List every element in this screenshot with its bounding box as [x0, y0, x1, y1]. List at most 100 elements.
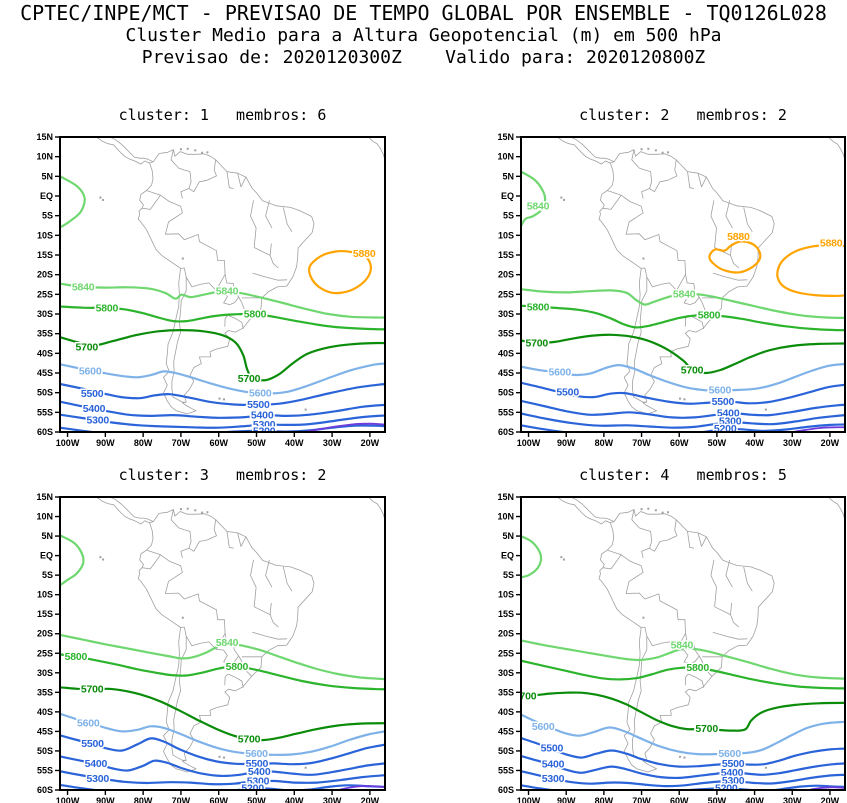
contour-label-5300: 5300 [542, 773, 565, 785]
y-tick-label: 25S [498, 289, 514, 299]
y-tick-label: EQ [501, 551, 514, 561]
contour-label-5600: 5600 [249, 388, 272, 400]
x-tick-label: 50W [247, 438, 266, 448]
panel-cluster-4: 5840580057005700560056005500550054005400… [497, 492, 846, 803]
contour-label-5880: 5880 [353, 248, 376, 260]
y-tick-label: EQ [40, 191, 53, 201]
y-tick-label: 30S [498, 309, 514, 319]
contour-labels: 5840580057005700560056005500550054005400… [521, 638, 746, 795]
y-tick-label: 55S [498, 407, 514, 417]
contour-label-5500: 5500 [556, 386, 579, 398]
x-tick-label: 30W [323, 796, 342, 803]
basemap-coastlines [557, 137, 845, 415]
axes: 100W 90W 80W 70W 60W 50W 40W 30W 20W 15N 10N 5N EQ 5S… [497, 132, 839, 448]
contour-5400 [521, 754, 845, 780]
y-tick-label: 35S [37, 687, 53, 697]
y-tick-label: 15N [36, 132, 53, 142]
y-tick-label: 15S [37, 609, 53, 619]
contour-5600 [60, 712, 385, 756]
y-tick-label: EQ [40, 551, 53, 561]
contour-5300 [521, 412, 845, 429]
x-tick-label: 80W [595, 796, 614, 803]
contour-label-5500: 5500 [246, 758, 269, 770]
contour-label-5840: 5840 [216, 637, 239, 649]
contour-5800 [60, 305, 385, 331]
x-tick-label: 90W [557, 796, 576, 803]
contour-label-5600: 5600 [709, 384, 732, 396]
y-tick-label: 40S [498, 348, 514, 358]
contour-label-5200: 5200 [714, 423, 737, 435]
y-tick-label: 10N [497, 152, 514, 162]
x-tick-label: 40W [285, 438, 304, 448]
x-tick-label: 50W [708, 796, 727, 803]
x-tick-label: 80W [595, 438, 614, 448]
y-tick-label: 45S [37, 726, 53, 736]
x-tick-label: 60W [670, 796, 689, 803]
subtitle: Cluster Medio para a Altura Geopotencial… [125, 25, 722, 46]
contour-label-5200: 5200 [715, 783, 738, 795]
contour-label-5400: 5400 [542, 759, 565, 771]
contour-5800 [521, 659, 845, 690]
contour-label-5800: 5800 [226, 661, 249, 673]
contour-5700 [521, 691, 845, 732]
y-tick-label: 60S [37, 427, 53, 437]
y-tick-label: 40S [37, 348, 53, 358]
contour-label-5840: 5840 [527, 201, 550, 213]
contour-label-5800: 5800 [698, 309, 721, 321]
contour-label-5800: 5800 [686, 662, 709, 674]
map-frame [59, 496, 386, 791]
contour-5300 [521, 770, 845, 788]
y-tick-label: 40S [37, 707, 53, 717]
contour-label-5300: 5300 [87, 414, 110, 426]
x-tick-label: 30W [783, 796, 802, 803]
axes: 100W 90W 80W 70W 60W 50W 40W 30W 20W 15N 10N 5N EQ 5S… [497, 492, 839, 803]
y-tick-label: 50S [37, 388, 53, 398]
axes: 100W 90W 80W 70W 60W 50W 40W 30W 20W 15N 10N 5N EQ 5S… [36, 132, 379, 448]
contour-label-5300: 5300 [719, 416, 742, 428]
contour-5840 [60, 282, 385, 319]
contour-label-5300: 5300 [247, 776, 270, 788]
contour-label-5800: 5800 [244, 309, 267, 321]
contour-5840 [60, 175, 86, 229]
contour-low [299, 422, 385, 432]
x-tick-label: 20W [361, 438, 380, 448]
contour-label-5700: 5700 [81, 684, 104, 696]
y-tick-label: 20S [37, 270, 53, 280]
x-tick-label: 80W [134, 796, 153, 803]
y-tick-label: 45S [498, 726, 514, 736]
x-tick-label: 40W [745, 796, 764, 803]
geopotential-contours [60, 534, 385, 790]
x-tick-label: 90W [96, 438, 115, 448]
forecast-dates: Previsao de: 2020120300Z Valido para: 20… [141, 47, 706, 68]
contour-5840 [521, 535, 543, 579]
contour-labels: 5840580058005700570056005600550055005400… [63, 636, 272, 795]
y-tick-label: 15N [497, 492, 514, 502]
x-tick-label: 70W [632, 796, 651, 803]
basemap-coastlines [96, 497, 385, 773]
x-tick-label: 100W [517, 796, 541, 803]
contour-label-5600: 5600 [245, 748, 268, 760]
y-tick-label: 30S [37, 668, 53, 678]
contour-5700 [60, 686, 385, 742]
y-tick-label: 15S [498, 609, 514, 619]
x-tick-label: 50W [708, 438, 727, 448]
map-frame [520, 136, 846, 433]
contour-5800 [60, 653, 385, 691]
y-tick-label: 20S [498, 629, 514, 639]
contour-label-5400: 5400 [248, 766, 271, 778]
contour-5600 [60, 362, 385, 395]
y-tick-label: 15N [36, 492, 53, 502]
y-tick-label: 25S [37, 648, 53, 658]
x-tick-label: 60W [670, 438, 689, 448]
y-tick-label: 35S [498, 687, 514, 697]
y-tick-label: EQ [501, 191, 514, 201]
contour-label-5200: 5200 [241, 783, 264, 795]
y-tick-label: 5S [42, 211, 53, 221]
contour-label-5800: 5800 [65, 651, 88, 663]
y-tick-label: 20S [37, 629, 53, 639]
y-tick-label: 10N [497, 512, 514, 522]
contour-label-5700: 5700 [681, 364, 704, 376]
contour-5400 [60, 400, 385, 419]
y-tick-label: 20S [498, 270, 514, 280]
